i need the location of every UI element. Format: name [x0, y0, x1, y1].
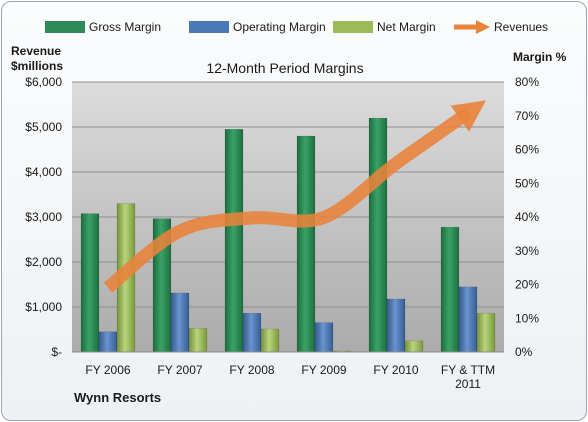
- bar-operating-margin: [242, 312, 262, 353]
- bar-net-margin: [476, 312, 496, 353]
- bar-operating-margin: [458, 286, 478, 353]
- y-left-tick-label: $6,000: [25, 75, 62, 89]
- y-right-tick-label: 80%: [515, 75, 539, 89]
- y-left-tick-label: $1,000: [25, 300, 62, 314]
- x-tick-label: FY 2009: [301, 363, 346, 377]
- x-tick-label: FY 2008: [229, 363, 274, 377]
- bar-gross-margin: [368, 117, 388, 353]
- legend-swatch: [45, 21, 85, 33]
- legend-label: Net Margin: [377, 20, 436, 34]
- y-left-tick-label: $3,000: [25, 210, 62, 224]
- bar-gross-margin: [440, 226, 460, 353]
- y-right-label: Margin %: [513, 50, 567, 64]
- bar-net-margin: [188, 328, 208, 353]
- x-tick-label: FY 2006: [85, 363, 130, 377]
- x-tick-label: FY 2007: [157, 363, 202, 377]
- legend-arrow: [476, 20, 490, 34]
- chart-title: 12-Month Period Margins: [206, 60, 363, 76]
- y-right-tick-label: 70%: [515, 109, 539, 123]
- y-left-label-line1: Revenue: [11, 44, 61, 58]
- y-right-tick-label: 60%: [515, 143, 539, 157]
- bar-net-margin: [260, 328, 280, 353]
- y-right-tick-label: 40%: [515, 210, 539, 224]
- legend-swatch: [333, 21, 373, 33]
- legend: Gross Margin Operating Margin Net Margin…: [45, 20, 548, 34]
- x-ticks: FY 2006 FY 2007 FY 2008 FY 2009 FY 2010 FY & …: [85, 363, 495, 391]
- y-right-ticks: 0% 10% 20% 30% 40% 50% 60% 70% 80%: [515, 75, 539, 359]
- legend-label: Revenues: [494, 20, 548, 34]
- y-left-tick-label: $-: [51, 345, 62, 359]
- y-left-label-line2: $millions: [11, 59, 63, 73]
- legend-net-margin: Net Margin: [333, 20, 436, 34]
- legend-revenues: Revenues: [454, 20, 548, 34]
- bar-gross-margin: [80, 213, 100, 353]
- legend-label: Gross Margin: [89, 20, 161, 34]
- legend-gross-margin: Gross Margin: [45, 20, 161, 34]
- bar-gross-margin: [296, 135, 316, 353]
- bar-operating-margin: [314, 322, 334, 353]
- bar-net-margin: [404, 340, 424, 353]
- x-tick-label: FY 2010: [373, 363, 418, 377]
- bar-operating-margin: [386, 298, 406, 353]
- bar-operating-margin: [98, 331, 118, 353]
- bar-gross-margin: [224, 129, 244, 353]
- y-left-tick-label: $5,000: [25, 120, 62, 134]
- revenue-line: [103, 100, 487, 293]
- x-tick-label: 2011: [455, 377, 481, 391]
- y-right-tick-label: 50%: [515, 176, 539, 190]
- y-left-ticks: $- $1,000 $2,000 $3,000 $4,000 $5,000 $6,000: [25, 75, 62, 359]
- y-left-tick-label: $4,000: [25, 165, 62, 179]
- y-right-tick-label: 0%: [515, 345, 533, 359]
- legend-operating-margin: Operating Margin: [189, 20, 326, 34]
- y-right-tick-label: 30%: [515, 244, 539, 258]
- y-right-tick-label: 20%: [515, 278, 539, 292]
- bar-operating-margin: [170, 292, 190, 353]
- y-right-tick-label: 10%: [515, 311, 539, 325]
- y-left-tick-label: $2,000: [25, 255, 62, 269]
- revenue-line-path: [103, 100, 487, 293]
- x-tick-label: FY & TTM: [441, 363, 495, 377]
- company-label: Wynn Resorts: [74, 390, 161, 405]
- legend-label: Operating Margin: [233, 20, 326, 34]
- legend-swatch: [189, 21, 229, 33]
